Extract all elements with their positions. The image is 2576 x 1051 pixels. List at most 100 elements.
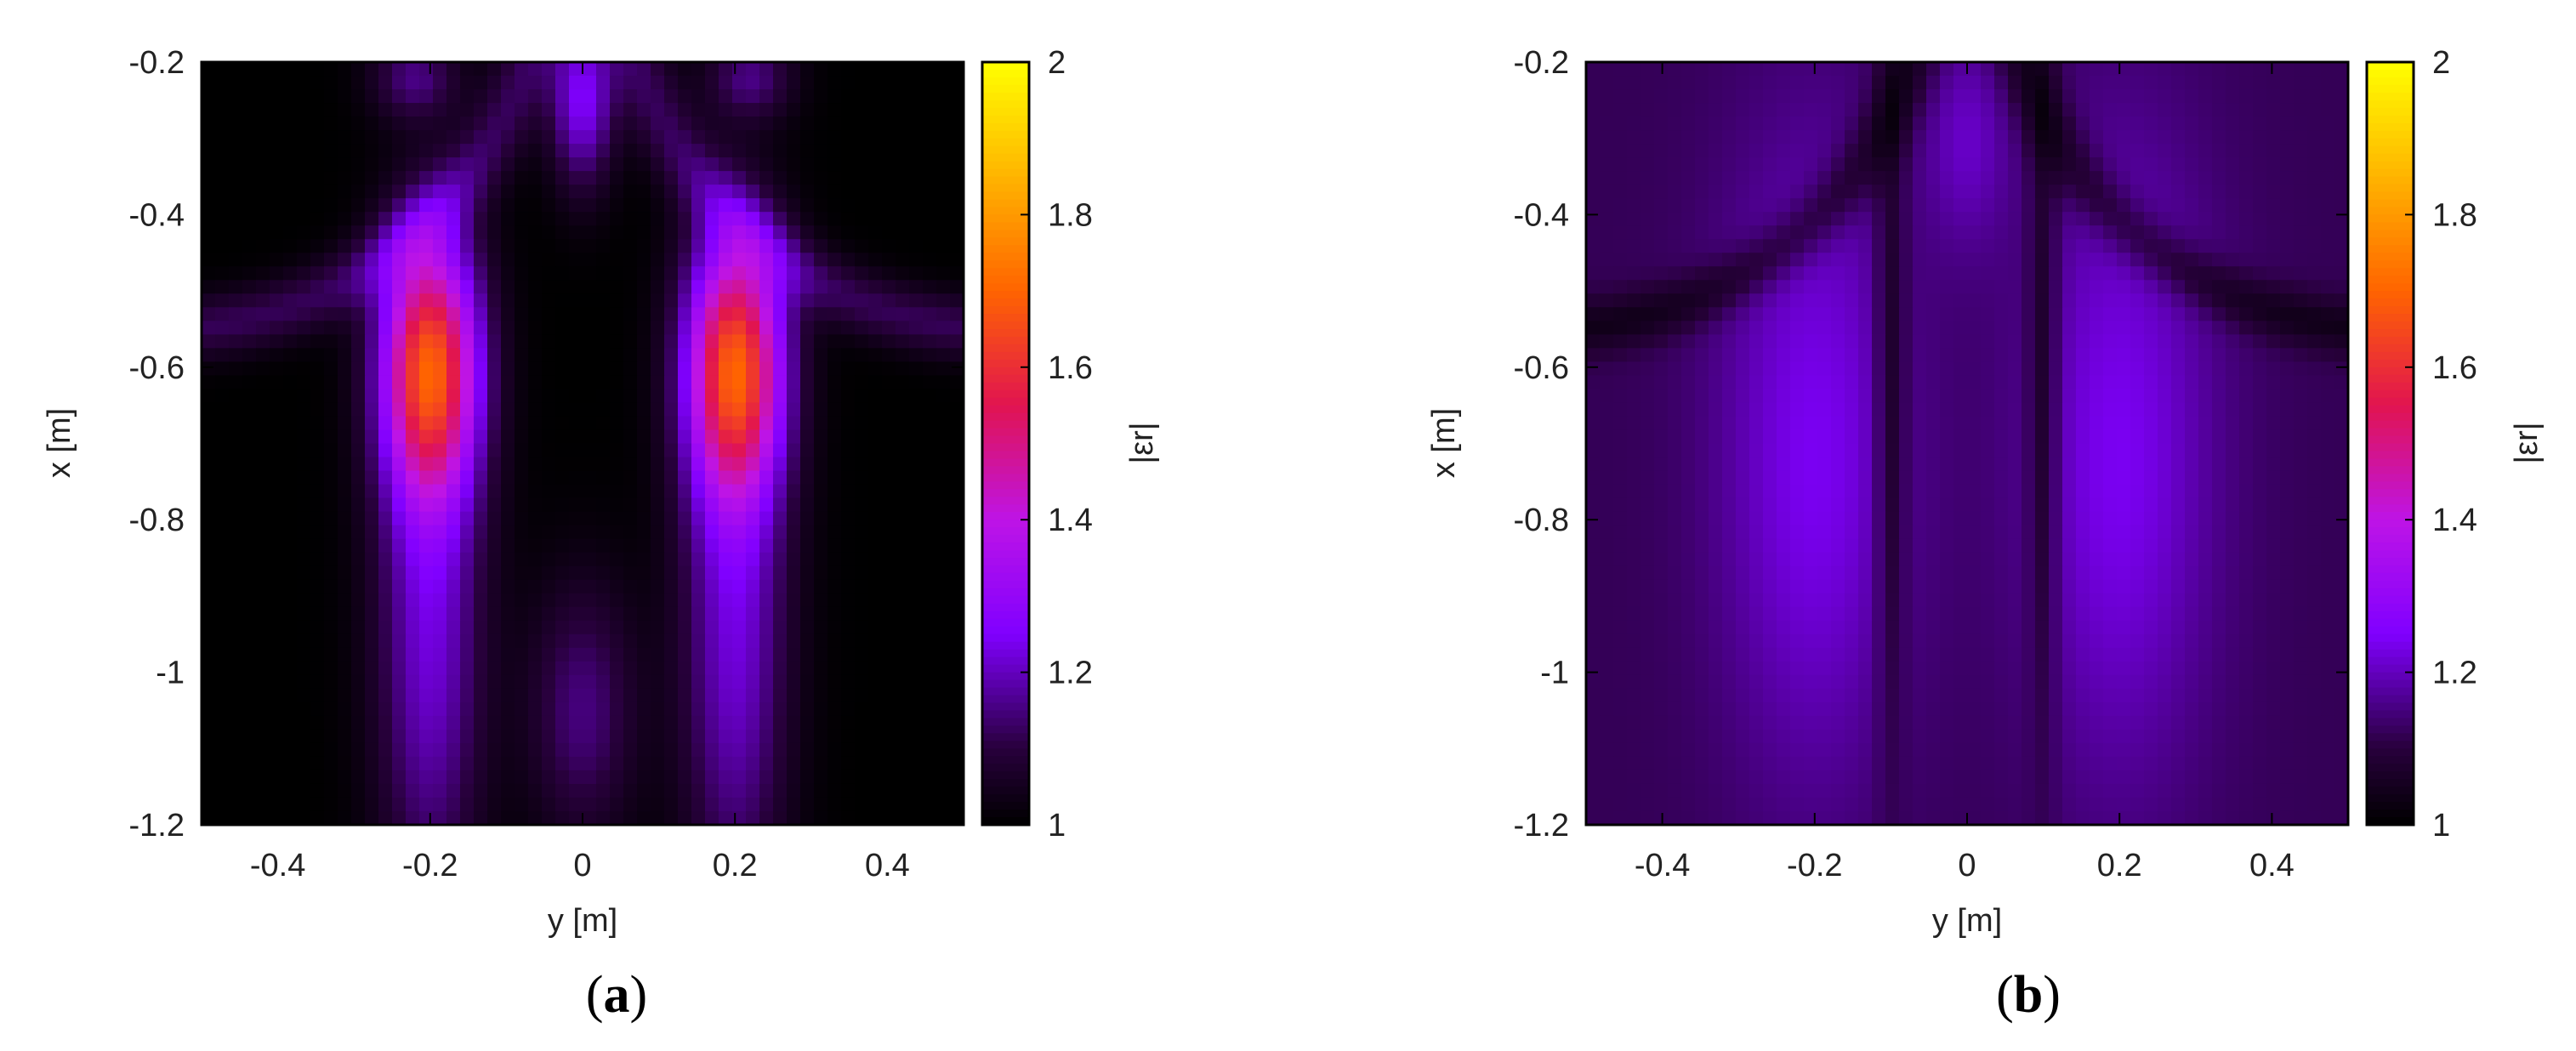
heatmap-cell <box>2171 239 2186 253</box>
heatmap-cell <box>1885 144 1900 158</box>
heatmap-cell <box>2062 62 2077 77</box>
heatmap-cell <box>392 225 407 240</box>
heatmap-cell <box>623 742 638 758</box>
heatmap-cell <box>365 443 379 458</box>
heatmap-cell <box>651 443 665 458</box>
heatmap-cell <box>1845 416 1859 431</box>
heatmap-cell <box>773 171 788 185</box>
heatmap-cell <box>691 674 706 690</box>
heatmap-cell <box>555 443 570 458</box>
heatmap-cell <box>406 593 420 608</box>
heatmap-cell <box>2062 389 2077 404</box>
colorbar-step <box>982 535 1029 543</box>
heatmap-cell <box>229 280 243 294</box>
heatmap-cell <box>868 429 883 445</box>
heatmap-cell <box>378 511 393 526</box>
heatmap-cell <box>855 157 869 172</box>
heatmap-cell <box>1845 171 1859 185</box>
heatmap-cell <box>215 416 230 431</box>
heatmap-cell <box>338 375 352 390</box>
heatmap-cell <box>1817 321 1832 335</box>
heatmap-cell <box>868 470 883 486</box>
heatmap-cell <box>596 525 611 540</box>
heatmap-cell <box>283 511 298 526</box>
heatmap-cell <box>1600 157 1614 172</box>
heatmap-cell <box>800 361 815 377</box>
heatmap-cell <box>406 470 420 486</box>
heatmap-cell <box>215 579 230 594</box>
heatmap-cell <box>1763 76 1777 90</box>
heatmap-cell <box>773 321 788 335</box>
heatmap-cell <box>419 171 434 185</box>
heatmap-cell <box>651 484 665 499</box>
heatmap-cell <box>2185 334 2199 349</box>
heatmap-cell <box>229 783 243 798</box>
colorbar-step <box>982 558 1029 566</box>
heatmap-cell <box>202 293 216 308</box>
heatmap-cell <box>351 606 366 622</box>
heatmap-cell <box>338 266 352 281</box>
heatmap-cell <box>909 606 924 622</box>
heatmap-cell <box>651 307 665 321</box>
heatmap-cell <box>800 76 815 90</box>
heatmap-cell <box>678 538 692 554</box>
heatmap-cell <box>1641 334 1655 349</box>
heatmap-cell <box>555 266 570 281</box>
heatmap-cell <box>324 797 338 812</box>
heatmap-cell <box>365 225 379 240</box>
heatmap-cell <box>596 729 611 744</box>
heatmap-cell <box>501 606 515 622</box>
heatmap-cell <box>324 565 338 581</box>
heatmap-cell <box>433 633 447 649</box>
heatmap-cell <box>542 783 556 798</box>
heatmap-cell <box>746 729 760 744</box>
heatmap-cell <box>297 171 311 185</box>
heatmap-cell <box>787 361 801 377</box>
heatmap-cell <box>433 348 447 362</box>
heatmap-cell <box>378 402 393 418</box>
heatmap-cell <box>1627 457 1641 472</box>
heatmap-cell <box>1899 389 1914 404</box>
heatmap-cell <box>351 688 366 703</box>
colorbar-step <box>982 565 1029 574</box>
heatmap-cell <box>841 729 856 744</box>
heatmap-cell <box>2294 443 2308 458</box>
heatmap-cell <box>841 783 856 798</box>
heatmap-cell <box>310 688 325 703</box>
heatmap-cell <box>242 212 257 226</box>
heatmap-cell <box>814 103 828 117</box>
heatmap-cell <box>2130 348 2145 362</box>
heatmap-cell <box>773 579 788 594</box>
heatmap-cell <box>868 103 883 117</box>
heatmap-cell <box>270 185 284 199</box>
heatmap-cell <box>1600 389 1614 404</box>
heatmap-cell <box>528 633 543 649</box>
heatmap-cell <box>242 756 257 771</box>
heatmap-cell <box>1953 348 1968 362</box>
heatmap-cell <box>2090 225 2104 240</box>
heatmap-cell <box>474 457 488 472</box>
heatmap-cell <box>1613 116 1628 131</box>
heatmap-cell <box>936 443 951 458</box>
heatmap-cell <box>392 89 407 104</box>
heatmap-cell <box>2334 429 2349 445</box>
heatmap-cell <box>215 198 230 213</box>
heatmap-cell <box>855 729 869 744</box>
heatmap-cell <box>1899 225 1914 240</box>
heatmap-cell <box>1586 470 1601 486</box>
heatmap-cell <box>732 307 747 321</box>
heatmap-cell <box>229 497 243 513</box>
heatmap-cell <box>1804 239 1818 253</box>
heatmap-cell <box>338 416 352 431</box>
heatmap-cell <box>569 416 583 431</box>
heatmap-cell <box>664 511 679 526</box>
heatmap-cell <box>814 579 828 594</box>
heatmap-cell <box>283 579 298 594</box>
heatmap-cell <box>1695 375 1709 390</box>
heatmap-cell <box>215 715 230 730</box>
heatmap-cell <box>800 565 815 581</box>
heatmap-cell <box>882 307 896 321</box>
heatmap-cell <box>501 402 515 418</box>
heatmap-cell <box>868 144 883 158</box>
heatmap-cell <box>256 470 270 486</box>
